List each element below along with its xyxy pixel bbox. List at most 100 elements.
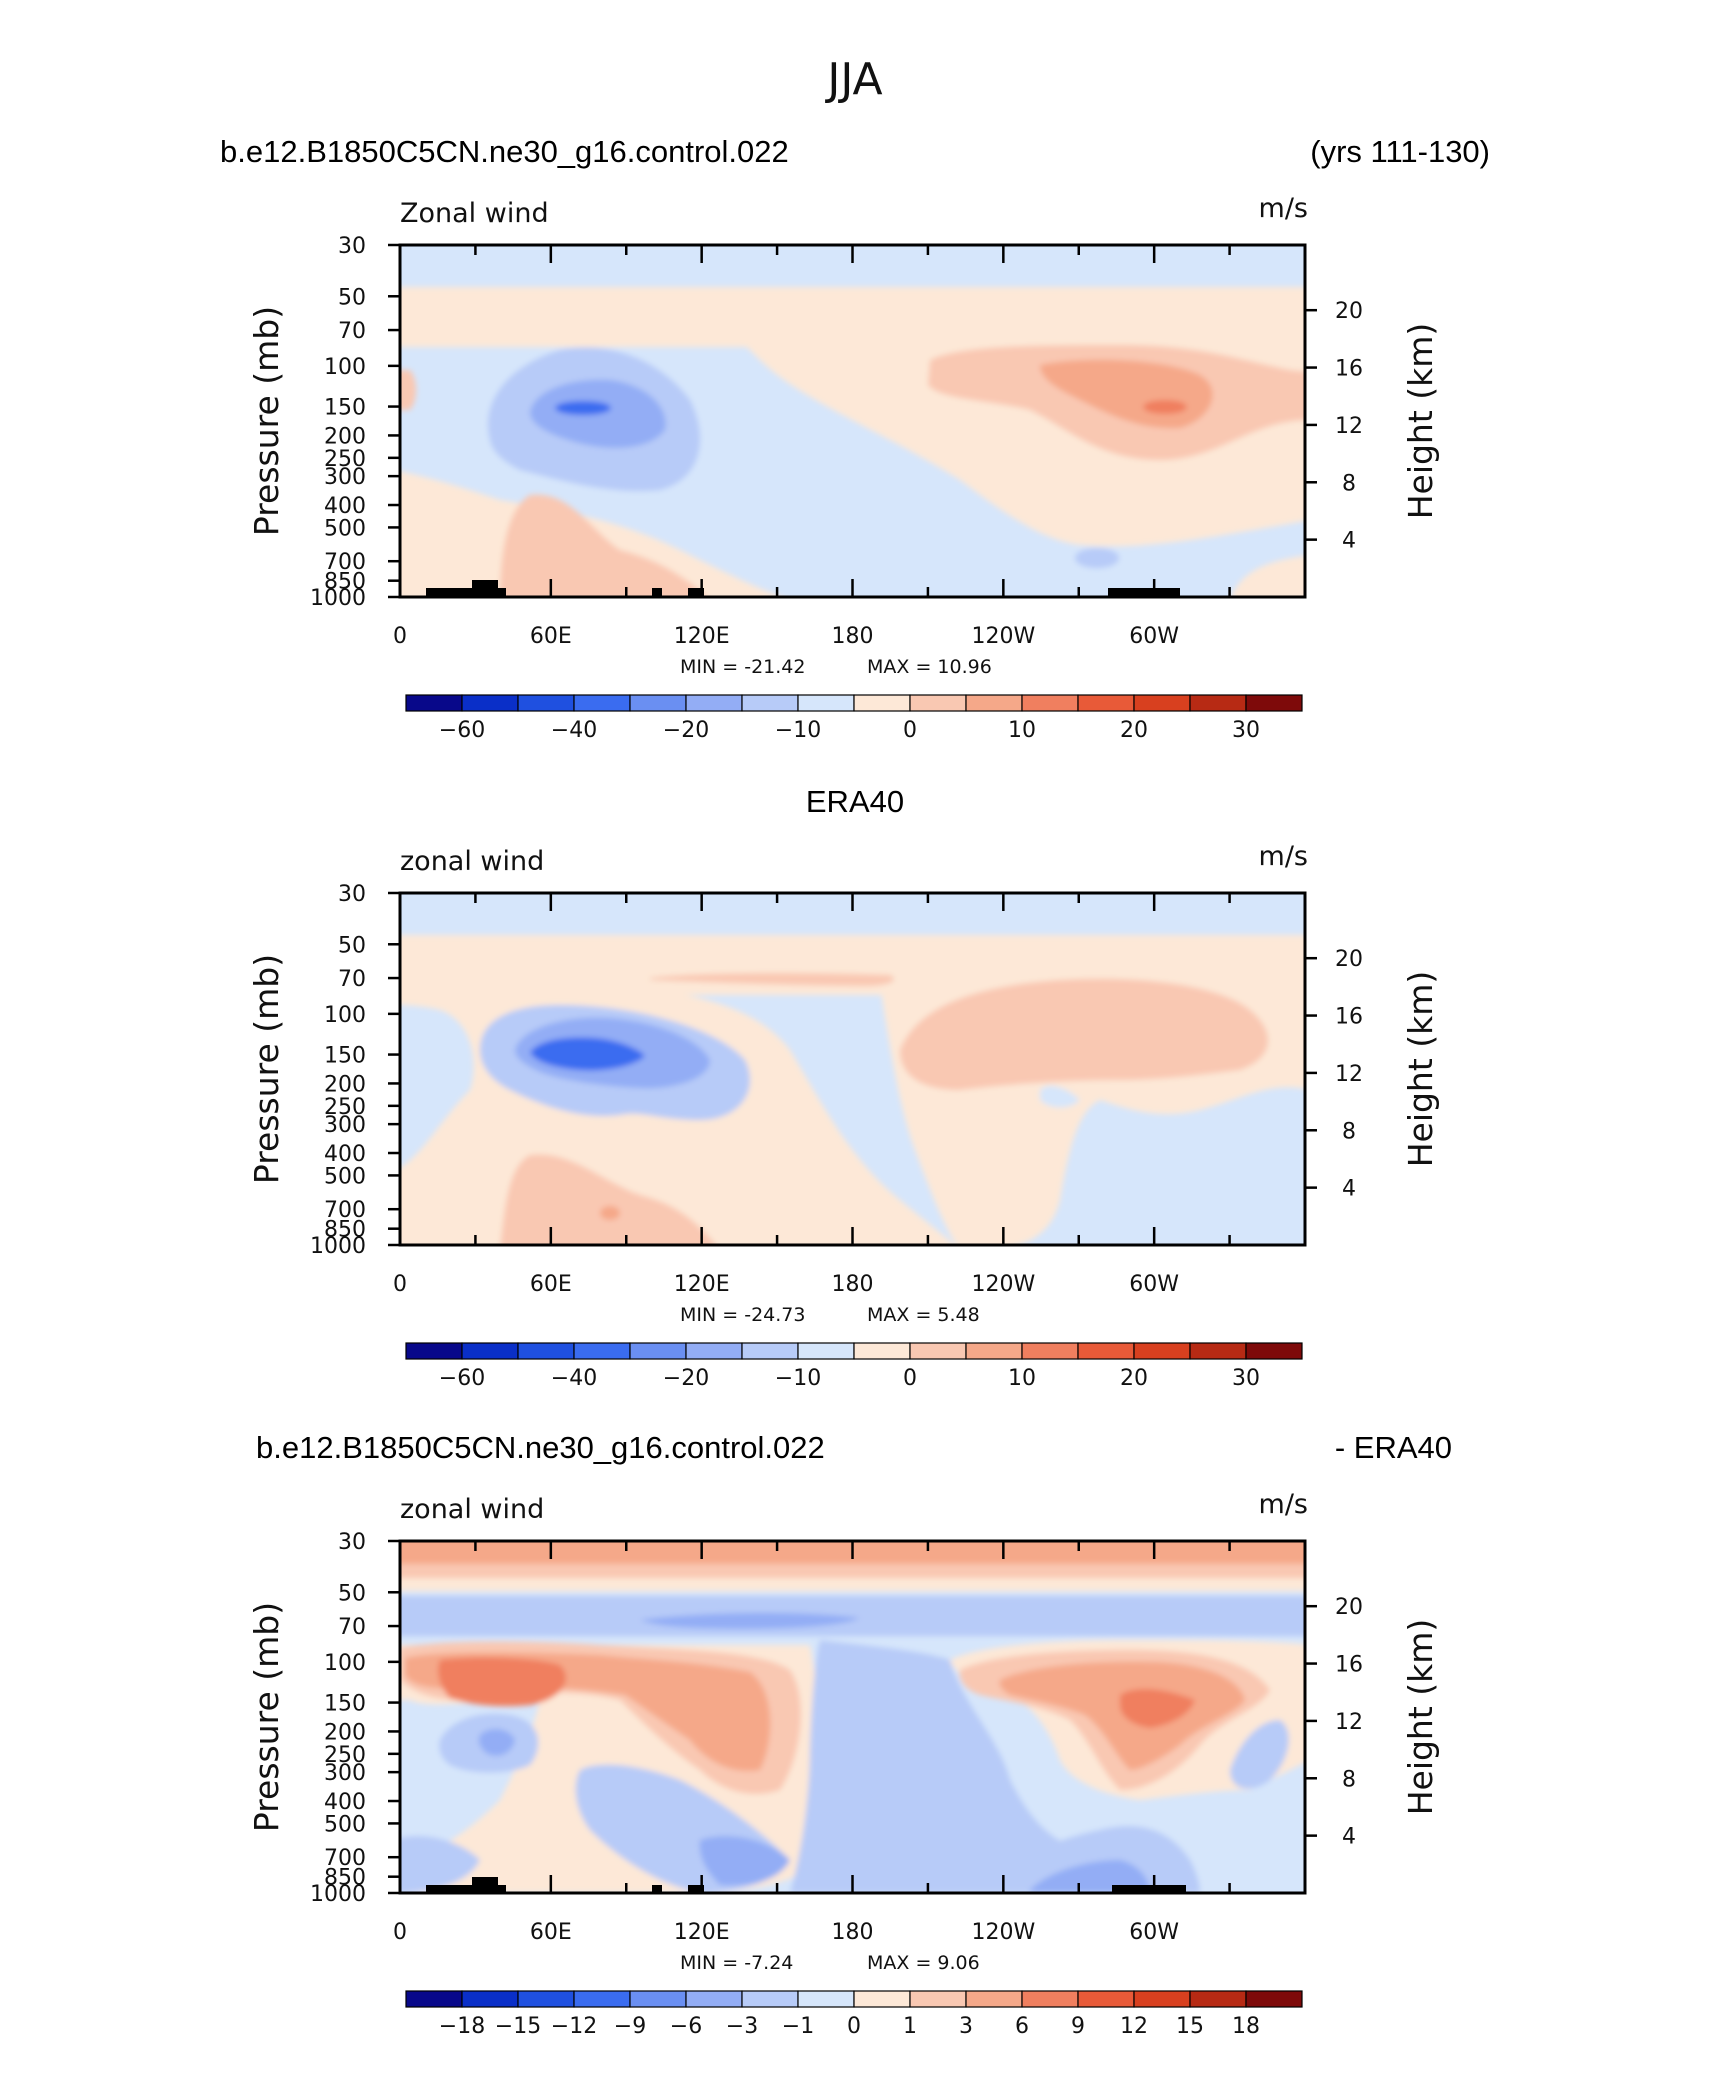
- colorbar-swatch: [965, 694, 1023, 712]
- y-tick-label: 70: [338, 319, 366, 344]
- height-tick-label: 8: [1342, 1767, 1356, 1792]
- colorbar-swatch: [685, 1342, 743, 1360]
- y-tick-label: 300: [324, 1113, 366, 1138]
- contour-neg-5-small: [1040, 1085, 1080, 1108]
- panel-era40: ERA40 3050701001502002503004005007008501…: [247, 784, 1440, 1391]
- colorbar-swatch: [405, 1342, 463, 1360]
- colorbar-label: −60: [439, 718, 485, 743]
- y-tick-label: 850: [324, 1218, 366, 1243]
- colorbar-swatch: [461, 1342, 519, 1360]
- y-tick-label: 700: [324, 1846, 366, 1871]
- colorbar-label: 30: [1232, 1366, 1260, 1391]
- colorbar-swatch: [741, 694, 799, 712]
- y-tick-label: 100: [324, 355, 366, 380]
- colorbar-swatch: [405, 1990, 463, 2008]
- y-tick-label: 100: [324, 1003, 366, 1028]
- y-tick-label: 1000: [310, 1882, 366, 1907]
- colorbar-label: 0: [903, 718, 917, 743]
- x-tick-label: 0: [393, 624, 407, 649]
- contour-neg-1-right: [1230, 1720, 1289, 1789]
- y-tick-label: 700: [324, 550, 366, 575]
- y-tick-label: 30: [338, 882, 366, 907]
- height-tick-label: 4: [1342, 1825, 1356, 1850]
- colorbar-swatch: [1077, 694, 1135, 712]
- contour-neg-15-jet-core: [530, 1037, 645, 1071]
- panel-difference: b.e12.B1850C5CN.ne30_g16.control.022 - E…: [247, 1430, 1452, 2039]
- colorbar-label: −20: [663, 1366, 709, 1391]
- y-tick-label: 250: [324, 1743, 366, 1768]
- y-tick-label: 200: [324, 424, 366, 449]
- panel-model: b.e12.B1850C5CN.ne30_g16.control.022 (yr…: [220, 134, 1490, 743]
- colorbar-swatch: [517, 1990, 575, 2008]
- y-tick-label: 500: [324, 1812, 366, 1837]
- colorbar-label: −6: [670, 2014, 702, 2039]
- height-tick-label: 12: [1335, 1710, 1363, 1735]
- y-tick-label: 150: [324, 1044, 366, 1069]
- contour-neg-1-edge: [400, 1836, 480, 1893]
- panel-title-right: (yrs 111-130): [1310, 134, 1490, 169]
- colorbar-swatch: [1133, 694, 1191, 712]
- topography-block: [688, 1885, 704, 1893]
- colorbar-swatch: [909, 1342, 967, 1360]
- variable-label: zonal wind: [400, 1494, 544, 1525]
- x-tick-label: 60E: [530, 624, 572, 649]
- y-tick-label: 400: [324, 1142, 366, 1167]
- colorbar-label: 20: [1120, 1366, 1148, 1391]
- y-tick-label: 30: [338, 234, 366, 259]
- colorbar-swatch: [685, 1990, 743, 2008]
- height-tick-label: 20: [1335, 947, 1363, 972]
- colorbar-swatch: [685, 694, 743, 712]
- topography-block: [1108, 588, 1180, 597]
- colorbar-swatch: [1245, 694, 1303, 712]
- y-tick-label: 850: [324, 1866, 366, 1891]
- colorbar-swatch: [629, 694, 687, 712]
- colorbar-swatch: [461, 694, 519, 712]
- x-tick-label: 180: [832, 1920, 874, 1945]
- colorbar-swatch: [909, 694, 967, 712]
- colorbar-swatch: [1189, 1342, 1247, 1360]
- y-tick-label: 500: [324, 516, 366, 541]
- panel-title-left: b.e12.B1850C5CN.ne30_g16.control.022: [220, 134, 789, 169]
- colorbar-swatch: [853, 1342, 911, 1360]
- x-tick-label: 0: [393, 1272, 407, 1297]
- y-tick-label: 30: [338, 1530, 366, 1555]
- x-tick-label: 180: [832, 624, 874, 649]
- units-label: m/s: [1259, 841, 1308, 872]
- topography-block: [426, 1885, 506, 1893]
- colorbar-label: −10: [775, 718, 821, 743]
- colorbar-label: −40: [551, 1366, 597, 1391]
- colorbar-label: −15: [495, 2014, 541, 2039]
- contour-6-west: [999, 1661, 1245, 1770]
- y-tick-label: 200: [324, 1072, 366, 1097]
- max-label: MAX = 9.06: [867, 1952, 980, 1974]
- x-tick-label: 60W: [1129, 624, 1179, 649]
- x-tick-label: 120E: [674, 1272, 730, 1297]
- figure-title: JJA: [824, 54, 882, 105]
- variable-label: Zonal wind: [400, 198, 549, 229]
- panel-title-left: b.e12.B1850C5CN.ne30_g16.control.022: [256, 1430, 825, 1465]
- colorbar-label: 0: [903, 1366, 917, 1391]
- colorbar-swatch: [517, 694, 575, 712]
- colorbar-swatch: [1077, 1342, 1135, 1360]
- x-tick-label: 60E: [530, 1920, 572, 1945]
- x-tick-label: 0: [393, 1920, 407, 1945]
- y-axis-label: Pressure (mb): [247, 306, 286, 536]
- y-axis-right-label: Height (km): [1401, 971, 1440, 1168]
- contour-positive-lower-west: [1231, 555, 1305, 597]
- colorbar-swatch: [629, 1990, 687, 2008]
- x-tick-label: 120E: [674, 1920, 730, 1945]
- colorbar-swatch: [1189, 694, 1247, 712]
- colorbar-label: −3: [726, 2014, 758, 2039]
- colorbar-swatch: [741, 1990, 799, 2008]
- x-tick-label: 120W: [971, 1920, 1035, 1945]
- y-axis-label: Pressure (mb): [247, 1602, 286, 1832]
- colorbar-label: 10: [1008, 1366, 1036, 1391]
- y-axis-right-label: Height (km): [1401, 323, 1440, 520]
- units-label: m/s: [1259, 1489, 1308, 1520]
- y-tick-label: 70: [338, 967, 366, 992]
- topography-block: [688, 588, 704, 597]
- height-tick-label: 4: [1342, 529, 1356, 554]
- topography-block: [652, 588, 662, 597]
- y-tick-label: 1000: [310, 1234, 366, 1259]
- x-tick-label: 60W: [1129, 1920, 1179, 1945]
